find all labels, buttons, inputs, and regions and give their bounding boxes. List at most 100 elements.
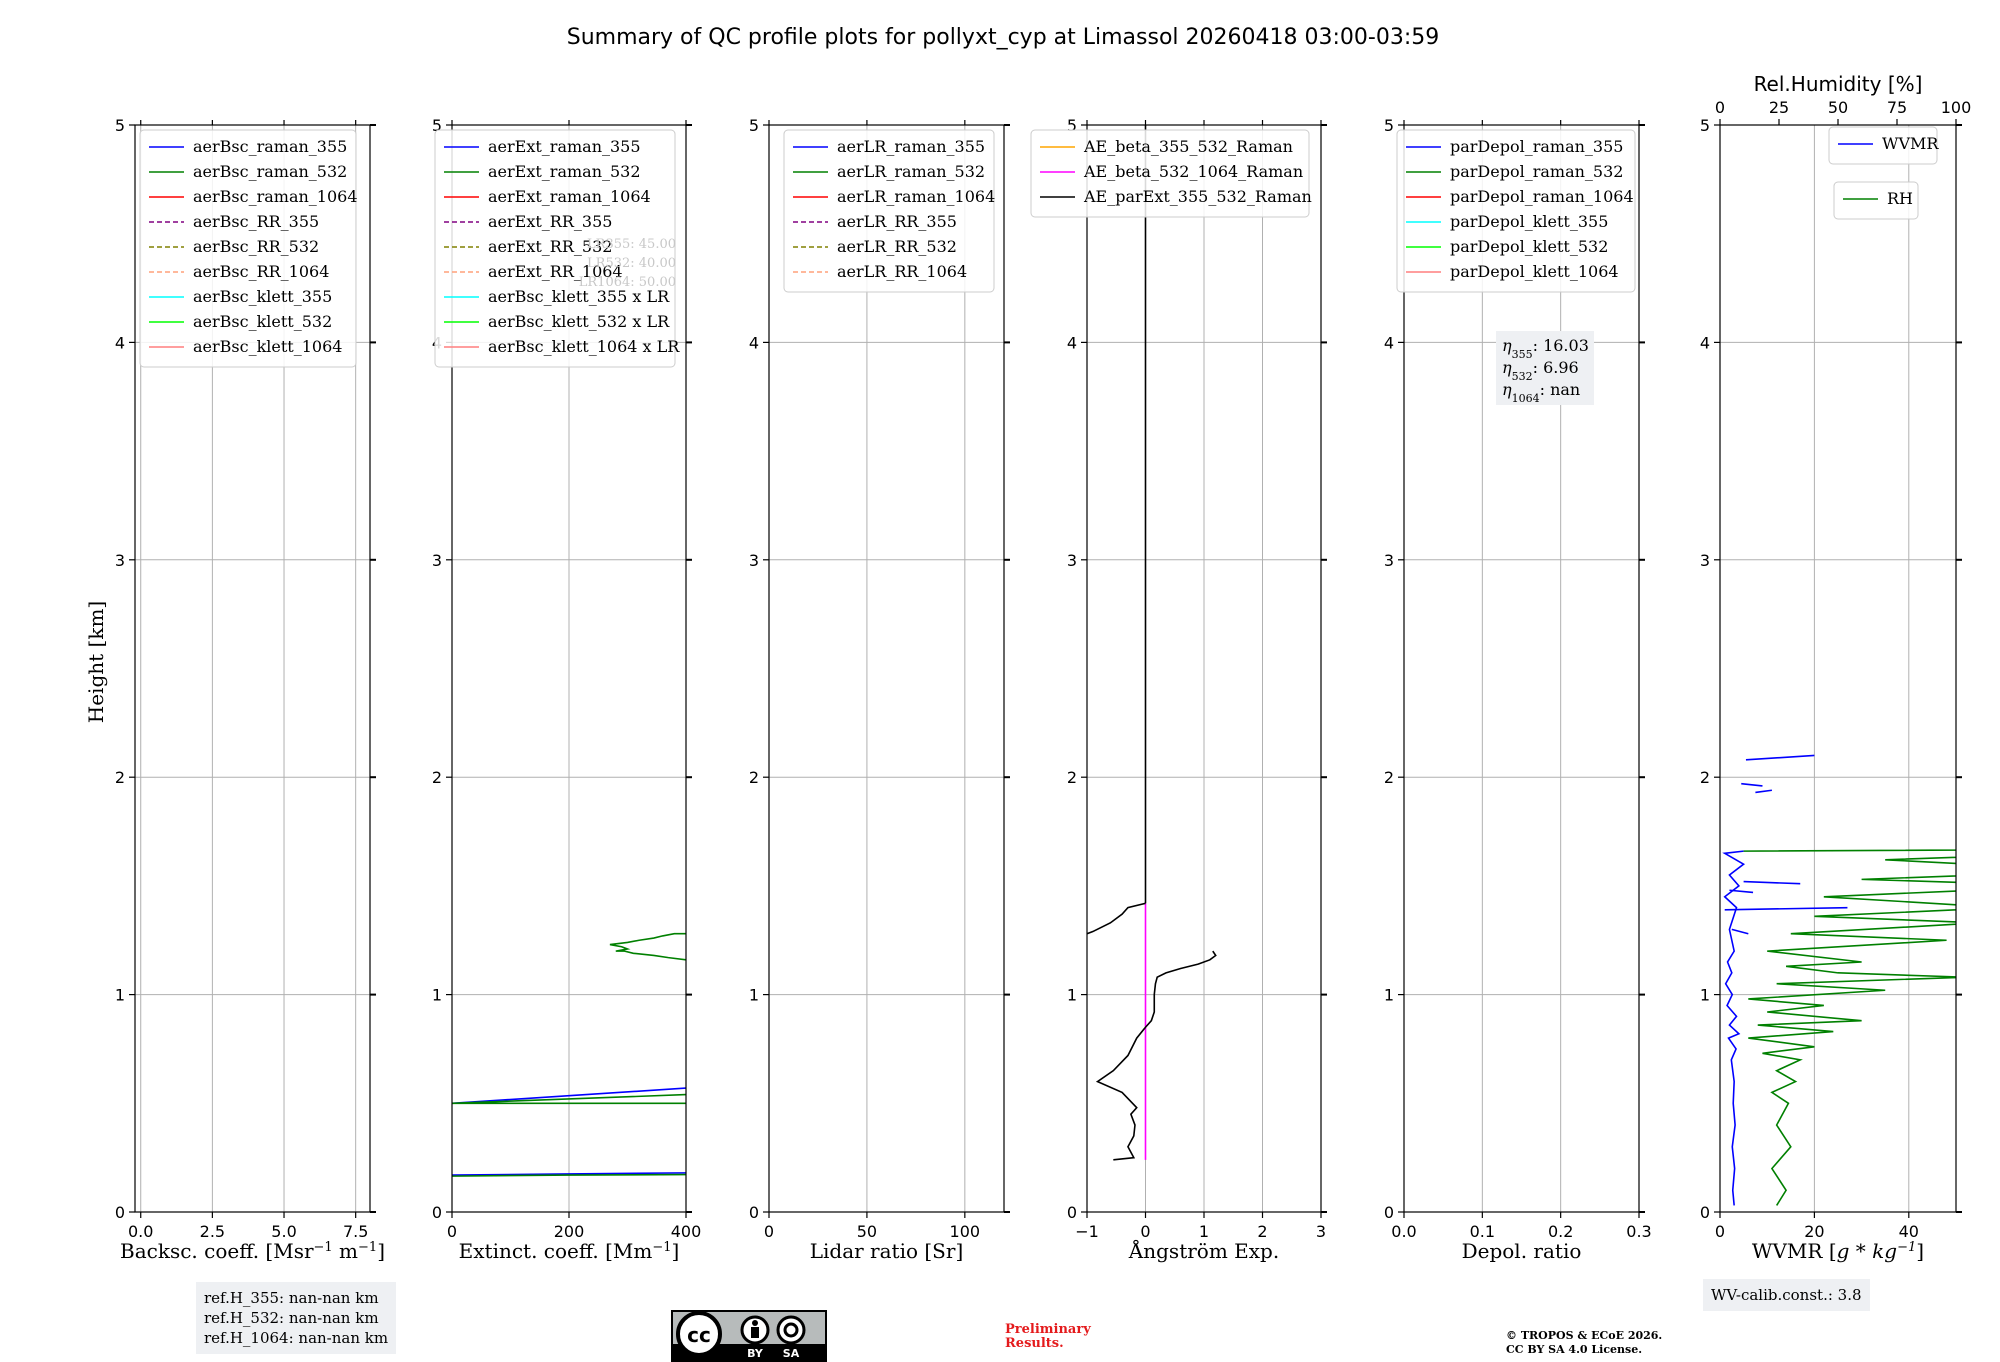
legend-label: aerLR_RR_1064 — [837, 262, 967, 281]
panel-extinction: 0200400012345Extinct. coeff. [Mm−1]aerEx… — [432, 116, 701, 1263]
x-tick-label: 5.0 — [271, 1222, 296, 1241]
y-tick-label: 5 — [1067, 116, 1077, 135]
series-segment — [1745, 754, 1815, 761]
eta-box — [1496, 331, 1594, 405]
figure-title: Summary of QC profile plots for pollyxt_… — [567, 25, 1440, 50]
top-x-tick-label: 100 — [1941, 98, 1972, 117]
legend-frame — [1396, 129, 1636, 293]
x-tick-label: 0.2 — [1548, 1222, 1573, 1241]
preliminary-label-line2: Results. — [1005, 1336, 1064, 1351]
y-tick-label: 2 — [115, 768, 125, 787]
x-axis-label: WVMR [g * kg−1] — [1752, 1239, 1924, 1263]
legend-label: AE_beta_532_1064_Raman — [1083, 162, 1303, 181]
legend-label: aerLR_raman_1064 — [837, 187, 995, 206]
legend-label: aerExt_RR_1064 — [488, 262, 623, 281]
legend-label: aerBsc_klett_355 — [193, 287, 332, 306]
top-x-axis-label: Rel.Humidity [%] — [1754, 72, 1923, 96]
series-segment — [1743, 880, 1801, 885]
legend-frame — [1030, 129, 1310, 218]
reference-height-box: ref.H_355: nan-nan km ref.H_532: nan-nan… — [196, 1282, 397, 1354]
cc-logo: cc BY SA — [673, 1312, 825, 1360]
legend-label: parDepol_klett_1064 — [1450, 262, 1619, 281]
legend-label: aerBsc_klett_532 — [193, 312, 332, 331]
axes-frame — [1403, 124, 1640, 1213]
refh-355: ref.H_355: nan-nan km — [204, 1289, 379, 1307]
eta-value-532: η532: 6.96 — [1502, 358, 1579, 383]
series-group — [1722, 754, 1956, 1206]
y-tick-label: 2 — [1067, 768, 1077, 787]
x-tick-label: 40 — [1899, 1222, 1919, 1241]
legend-label: aerBsc_raman_355 — [193, 137, 347, 156]
y-tick-label: 2 — [432, 768, 442, 787]
copyright-line2: CC BY SA 4.0 License. — [1506, 1343, 1642, 1356]
legend-label: parDepol_klett_355 — [1450, 212, 1608, 231]
cc-license-badge: cc BY SA — [671, 1310, 827, 1362]
series-line-aerext-raman-355-lower- — [452, 1172, 686, 1176]
panel-lidar_ratio: 0 50 100 0 1 2 3 4 5 Lidar ratio [Sr] aerLR_raman_… — [749, 116, 1010, 1263]
legend-label: aerBsc_RR_1064 — [193, 262, 329, 281]
y-tick-label: 0 — [1067, 1203, 1077, 1222]
x-tick-label: 0 — [1715, 1222, 1725, 1241]
series-segment — [1724, 906, 1848, 911]
legend-label: aerLR_raman_355 — [837, 137, 985, 156]
series-group — [1087, 125, 1217, 1161]
top-x-tick-label: 25 — [1769, 98, 1789, 117]
y-tick-label: 0 — [749, 1203, 759, 1222]
legend-frame — [783, 129, 995, 293]
series-group — [452, 932, 686, 1177]
legend: aerBsc_raman_355 aerBsc_raman_532 aerBsc_r… — [139, 129, 358, 368]
y-tick-label: 1 — [1067, 986, 1077, 1005]
y-tick-label: 1 — [1384, 986, 1394, 1005]
legend-rh: RH — [1833, 181, 1919, 220]
top-x-tick-label: 75 — [1887, 98, 1907, 117]
legend-label: aerBsc_RR_532 — [193, 237, 319, 256]
legend-label: WVMR — [1882, 134, 1939, 153]
y-tick-label: 2 — [749, 768, 759, 787]
eta-value-355: η355: 16.03 — [1502, 336, 1589, 361]
y-axis-label: Height [km] — [84, 601, 108, 723]
axes-frame — [134, 124, 371, 1213]
y-tick-label: 2 — [1384, 768, 1394, 787]
legend-label: aerBsc_klett_355 x LR — [488, 287, 670, 306]
y-tick-label: 5 — [749, 116, 759, 135]
axes-frame — [768, 124, 1005, 1213]
legend-label: RH — [1887, 189, 1913, 208]
x-tick-label: 0 — [1140, 1222, 1150, 1241]
x-tick-label: −1 — [1075, 1222, 1099, 1241]
plot-panels: 0.0 2.5 5.0 7.5 0 1 2 3 4 5 Backsc. coeff. [Msr−1 … — [115, 72, 1972, 1263]
axes-frame — [1719, 124, 1957, 1213]
y-tick-label: 0 — [432, 1203, 442, 1222]
y-tick-label: 3 — [1384, 551, 1394, 570]
legend-label: aerBsc_klett_532 x LR — [488, 312, 670, 331]
legend-label: aerExt_raman_355 — [488, 137, 641, 156]
y-tick-label: 5 — [432, 116, 442, 135]
x-tick-label: 50 — [857, 1222, 877, 1241]
legend-frame — [1828, 126, 1938, 165]
x-tick-label: 100 — [950, 1222, 981, 1241]
legend: AE_beta_355_532_Raman AE_beta_532_1064_Ra… — [1030, 129, 1312, 218]
legend-frame — [1833, 181, 1919, 220]
x-tick-label: 2.5 — [200, 1222, 225, 1241]
y-tick-label: 0 — [1700, 1203, 1710, 1222]
panel-wvmr: 0 20 40 0 1 2 3 4 5 WVMR [g * kg−1] 0 25 50 75 100 Rel.… — [1700, 72, 1972, 1263]
y-tick-label: 4 — [1384, 333, 1394, 352]
copyright-line1: © TROPOS & ECoE 2026. — [1506, 1329, 1662, 1342]
x-tick-label: 0.0 — [128, 1222, 153, 1241]
legend-frame — [434, 129, 676, 368]
legend-label: aerLR_RR_355 — [837, 212, 957, 231]
panel-depol: 0.0 0.1 0.2 0.3 0 1 2 3 4 5 Depol. ratio parDepol_r… — [1384, 116, 1652, 1263]
legend-label: aerExt_raman_532 — [488, 162, 641, 181]
y-tick-label: 0 — [1384, 1203, 1394, 1222]
y-tick-label: 3 — [749, 551, 759, 570]
lr-note: LR532: 40.00 — [587, 256, 676, 271]
y-tick-label: 5 — [1700, 116, 1710, 135]
y-tick-label: 3 — [1067, 551, 1077, 570]
y-tick-label: 4 — [1700, 333, 1710, 352]
cc-icon — [676, 1312, 722, 1357]
series-line-aerext-raman-355 — [452, 1087, 686, 1105]
x-tick-label: 20 — [1804, 1222, 1824, 1241]
x-axis-label: Backsc. coeff. [Msr−1 m−1] — [120, 1239, 385, 1263]
y-tick-label: 2 — [1700, 768, 1710, 787]
